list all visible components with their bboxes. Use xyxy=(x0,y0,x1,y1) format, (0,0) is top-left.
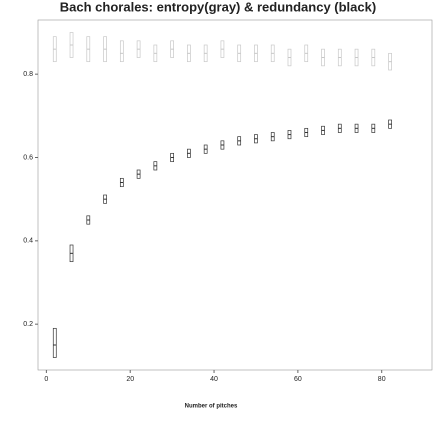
box xyxy=(119,40,124,63)
y-tick-label: 0.8 xyxy=(23,71,33,78)
x-tick-label: 20 xyxy=(126,376,134,383)
x-axis-label: Number of pitches xyxy=(185,404,238,410)
plot-frame xyxy=(37,19,433,371)
x-tick-label: 60 xyxy=(294,376,302,383)
x-tick-label: 0 xyxy=(44,376,48,383)
y-tick-label: 0.6 xyxy=(23,154,33,161)
y-tick-label: 0.4 xyxy=(23,238,33,245)
chart-title: Bach chorales: entropy(gray) & redundanc… xyxy=(60,0,376,14)
x-tick-label: 40 xyxy=(210,376,218,383)
box xyxy=(52,327,57,358)
y-tick-label: 0.2 xyxy=(23,321,33,328)
x-tick-label: 80 xyxy=(378,376,386,383)
